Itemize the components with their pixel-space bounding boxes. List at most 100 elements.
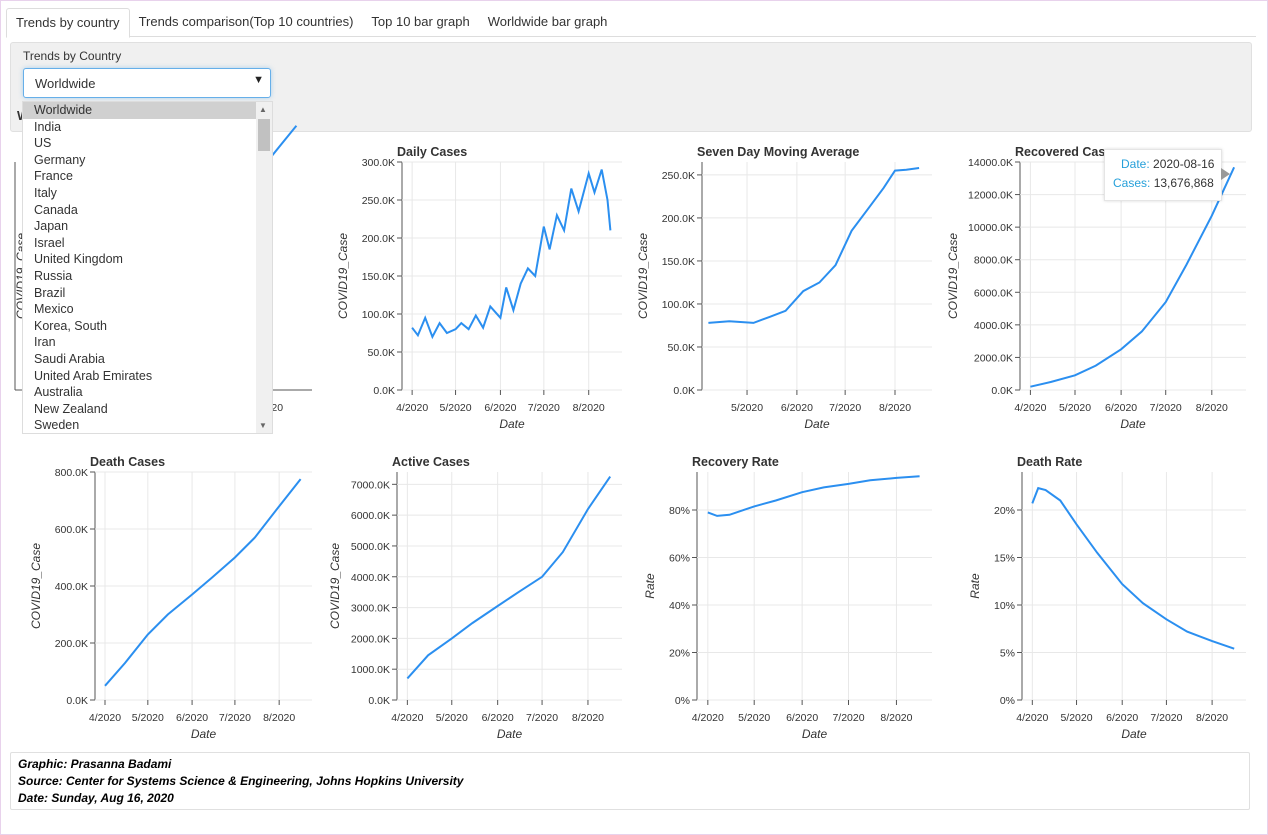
scroll-up-icon[interactable]: ▲ (259, 105, 267, 114)
y-tick-label: 15% (994, 553, 1015, 565)
y-tick-label: 80% (669, 505, 690, 517)
y-tick-label: 20% (669, 648, 690, 660)
x-tick-label: 4/2020 (396, 402, 428, 414)
tooltip-date-value: 2020-08-16 (1153, 157, 1215, 171)
chart-title: Death Rate (1017, 455, 1082, 469)
dropdown-option[interactable]: Australia (34, 385, 83, 400)
y-tick-label: 2000.0K (351, 633, 390, 645)
x-tick-label: 6/2020 (484, 402, 516, 414)
dropdown-scrollbar[interactable]: ▲ ▼ (256, 102, 272, 433)
y-tick-label: 800.0K (55, 467, 88, 479)
y-tick-label: 0.0K (991, 385, 1013, 397)
dropdown-option[interactable]: Italy (34, 185, 57, 200)
dropdown-option[interactable]: United Kingdom (34, 252, 123, 267)
x-tick-label: 7/2020 (1150, 712, 1182, 724)
x-axis-label: Date (1121, 727, 1147, 741)
series-line (1031, 486, 1235, 650)
series-line (707, 475, 920, 517)
chevron-down-icon: ▼ (253, 74, 264, 86)
dropdown-option[interactable]: Russia (34, 268, 73, 283)
x-tick-label: 7/2020 (526, 712, 558, 724)
dropdown-option[interactable]: India (34, 119, 62, 134)
x-axis-label: Date (1120, 417, 1146, 431)
dropdown-option[interactable]: Brazil (34, 285, 66, 300)
country-select[interactable]: Worldwide ▼ (23, 68, 271, 98)
x-tick-label: 7/2020 (832, 712, 864, 724)
y-tick-label: 0% (1000, 695, 1015, 707)
y-tick-label: 250.0K (362, 195, 395, 207)
scrollbar-thumb[interactable] (258, 119, 270, 151)
tab-top10-bar[interactable]: Top 10 bar graph (371, 14, 470, 29)
x-tick-label: 4/2020 (1014, 402, 1046, 414)
series-line (708, 167, 920, 324)
dropdown-option[interactable]: France (34, 169, 73, 184)
x-tick-label: 4/2020 (89, 712, 121, 724)
tab-worldwide-bar[interactable]: Worldwide bar graph (487, 14, 608, 29)
tab-trends-comparison[interactable]: Trends comparison(Top 10 countries) (138, 14, 354, 29)
tab-trends-by-country[interactable]: Trends by country (6, 8, 130, 38)
dropdown-option[interactable]: Worldwide (23, 102, 256, 119)
y-tick-label: 40% (669, 600, 690, 612)
x-tick-label: 4/2020 (391, 712, 423, 724)
y-tick-label: 0% (675, 695, 690, 707)
y-tick-label: 10% (994, 600, 1015, 612)
dropdown-option[interactable]: Mexico (34, 302, 74, 317)
y-tick-label: 2000.0K (974, 352, 1013, 364)
chart-deaths: 0.0K 200.0K 400.0K 600.0K 800.0K 4/2020 5/2020… (29, 455, 312, 741)
dropdown-option[interactable]: Germany (34, 152, 86, 167)
footer-date: Date: Sunday, Aug 16, 2020 (18, 791, 174, 805)
x-tick-label: 6/2020 (1105, 402, 1137, 414)
dropdown-option[interactable]: United Arab Emirates (34, 368, 153, 383)
dropdown-option[interactable]: Japan (34, 219, 69, 234)
x-tick-label: 5/2020 (1060, 712, 1092, 724)
y-tick-label: 0.0K (373, 385, 395, 397)
dropdown-option[interactable]: US (34, 136, 52, 151)
dropdown-option[interactable]: New Zealand (34, 401, 108, 416)
chart-title: Recovery Rate (692, 455, 779, 469)
x-axis-label: Date (499, 417, 525, 431)
chart-title: Seven Day Moving Average (697, 145, 859, 159)
x-axis-label: Date (191, 727, 217, 741)
y-tick-label: 0.0K (673, 385, 695, 397)
x-tick-label: 6/2020 (781, 402, 813, 414)
y-tick-label: 5000.0K (351, 541, 390, 553)
y-axis-label: COVID19_Case (336, 233, 350, 319)
series-line (406, 476, 612, 680)
y-tick-label: 1000.0K (351, 664, 390, 676)
x-axis-label: Date (497, 727, 523, 741)
chart-active: 0.0K 1000.0K 2000.0K 3000.0K 4000.0K 5000.0K 6… (328, 455, 622, 741)
y-axis-label: COVID19_Case (946, 233, 960, 319)
y-tick-label: 20% (994, 505, 1015, 517)
chart-ma7: 0.0K 50.0K 100.0K 150.0K 200.0K 250.0K 5/2020 6… (636, 145, 932, 431)
y-axis-label: COVID19_Case (328, 543, 342, 629)
y-tick-label: 50.0K (368, 347, 395, 359)
dropdown-option[interactable]: Korea, South (34, 318, 107, 333)
y-tick-label: 4000.0K (351, 572, 390, 584)
dropdown-option[interactable]: Sweden (34, 418, 80, 433)
country-select-value: Worldwide (35, 76, 96, 91)
dropdown-option[interactable]: Israel (34, 235, 65, 250)
tab-bar: Trends by country Trends comparison(Top … (6, 8, 1256, 38)
x-tick-label: 6/2020 (786, 712, 818, 724)
x-tick-label: 8/2020 (1196, 712, 1228, 724)
y-tick-label: 3000.0K (351, 603, 390, 615)
dropdown-option[interactable]: Saudi Arabia (34, 351, 105, 366)
chart-recovery_rate: 0% 20% 40% 60% 80% 4/2020 5/2020 6/2020 7/2020 8/… (643, 455, 932, 741)
y-tick-label: 200.0K (662, 213, 695, 225)
y-tick-label: 200.0K (55, 638, 88, 650)
chart-death_rate: 0% 5% 10% 15% 20% 4/2020 5/2020 6/2020 7/2020 8/2… (968, 455, 1246, 741)
dropdown-option[interactable]: Canada (34, 202, 78, 217)
chart-title: Daily Cases (397, 145, 467, 159)
x-tick-label: 8/2020 (880, 712, 912, 724)
country-dropdown-list[interactable]: Worldwide India US Germany France Italy Canada… (22, 101, 273, 434)
y-tick-label: 14000.0K (968, 157, 1013, 169)
x-tick-label: 8/2020 (263, 712, 295, 724)
dropdown-option[interactable]: Iran (34, 335, 56, 350)
x-tick-label: 8/2020 (573, 402, 605, 414)
y-tick-label: 250.0K (662, 170, 695, 182)
chart-daily: 0.0K 50.0K 100.0K 150.0K 200.0K 250.0K 300.0K 4… (336, 145, 622, 431)
chart-title: Death Cases (90, 455, 165, 469)
x-tick-label: 5/2020 (1059, 402, 1091, 414)
scroll-down-icon[interactable]: ▼ (259, 421, 267, 430)
